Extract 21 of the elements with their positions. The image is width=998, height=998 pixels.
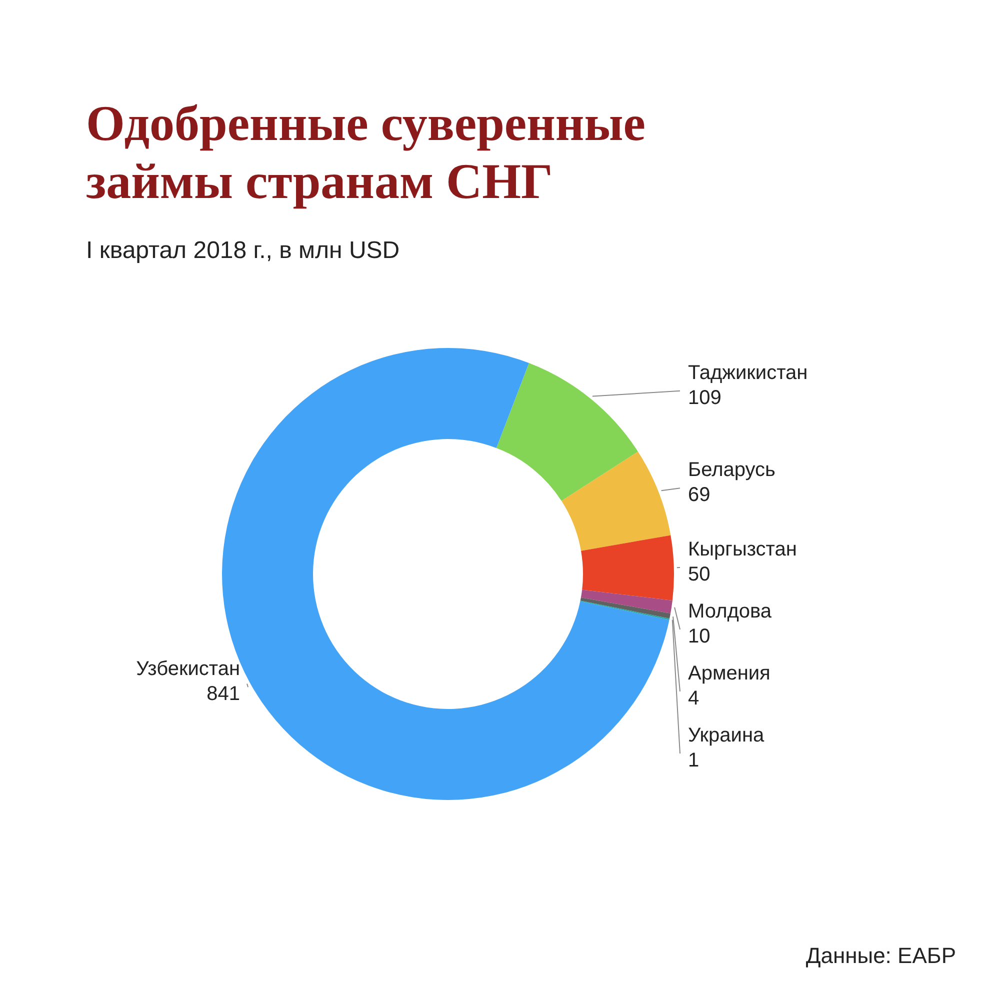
- slice-label: Молдова: [688, 600, 772, 622]
- data-label: 4: [688, 687, 700, 710]
- data-label: 50: [688, 563, 710, 586]
- slice-label: Таджикистан: [688, 362, 808, 384]
- data-label: 109: [688, 386, 722, 409]
- donut-slice: [580, 590, 672, 614]
- data-label: 69: [688, 484, 710, 506]
- data-label: 841: [206, 683, 240, 706]
- donut-slice: [580, 535, 674, 600]
- data-label: 10: [688, 625, 710, 648]
- text: Данные: ЕАБР: [806, 943, 956, 968]
- slice-label: Узбекистан: [136, 658, 240, 680]
- slice-label: Беларусь: [688, 459, 776, 482]
- slice-label: Армения: [688, 662, 770, 684]
- donut-slice: [561, 452, 671, 551]
- chart-subtitle: I квартал 2018 г., в млн USD: [86, 237, 400, 264]
- donut-slice: [496, 363, 638, 501]
- slice-label: Кыргызстан: [688, 538, 797, 560]
- data-label: 1: [688, 749, 700, 772]
- chart-title: Одобренные суверенные займы странам СНГ: [86, 95, 646, 209]
- slice-label: Украина: [688, 724, 766, 746]
